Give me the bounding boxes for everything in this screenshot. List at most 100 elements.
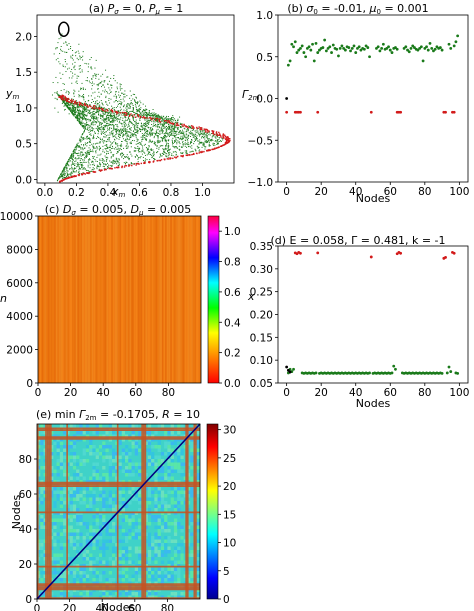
- attractor-point: [173, 128, 175, 130]
- attractor-point: [122, 134, 124, 136]
- attractor-point: [185, 152, 187, 154]
- matrix-cell: [128, 546, 132, 550]
- attractor-point: [95, 105, 97, 107]
- attractor-point: [137, 130, 139, 132]
- matrix-cell: [72, 473, 77, 477]
- attractor-point: [90, 66, 92, 68]
- attractor-point: [67, 161, 69, 163]
- attractor-point: [112, 161, 114, 163]
- attractor-point: [109, 112, 111, 114]
- attractor-point: [63, 177, 65, 179]
- matrix-cell: [56, 441, 60, 445]
- attractor-point: [96, 160, 98, 162]
- attractor-point: [133, 135, 135, 137]
- matrix-cell: [59, 592, 64, 596]
- node-column: [161, 216, 164, 383]
- attractor-point: [67, 104, 69, 106]
- attractor-point: [85, 110, 87, 112]
- attractor-point: [134, 100, 136, 102]
- attractor-point: [159, 156, 161, 158]
- attractor-point: [129, 118, 131, 120]
- attractor-point: [130, 114, 132, 116]
- attractor-point: [129, 136, 131, 138]
- attractor-point: [66, 97, 68, 99]
- boundary-point: [77, 174, 80, 176]
- attractor-point: [86, 145, 88, 147]
- attractor-point: [62, 100, 64, 102]
- attractor-point: [145, 123, 147, 125]
- data-point: [318, 48, 321, 52]
- attractor-point: [123, 130, 125, 132]
- matrix-cell: [111, 508, 116, 512]
- attractor-point: [203, 133, 205, 135]
- attractor-point: [112, 118, 114, 120]
- attractor-point: [161, 155, 163, 157]
- matrix-cell: [69, 518, 73, 522]
- attractor-point: [97, 117, 99, 119]
- attractor-point: [56, 91, 58, 93]
- data-point: [302, 51, 306, 54]
- attractor-point: [132, 103, 134, 105]
- attractor-point: [184, 136, 186, 138]
- attractor-point: [158, 148, 160, 150]
- attractor-point: [136, 129, 138, 131]
- node-column: [166, 216, 169, 383]
- attractor-point: [164, 139, 166, 141]
- boundary-point: [227, 138, 229, 140]
- attractor-point: [119, 131, 121, 133]
- attractor-point: [107, 104, 109, 106]
- attractor-point: [99, 163, 101, 165]
- matrix-cell: [69, 452, 73, 456]
- attractor-point: [134, 94, 136, 96]
- attractor-point: [135, 121, 137, 123]
- data-point: [297, 48, 301, 52]
- attractor-point: [137, 145, 139, 147]
- attractor-point: [113, 115, 115, 117]
- attractor-point: [135, 102, 137, 104]
- attractor-point: [168, 150, 170, 152]
- attractor-point: [140, 122, 142, 124]
- attractor-point: [148, 149, 150, 151]
- attractor-point: [78, 158, 80, 160]
- attractor-point: [107, 137, 109, 139]
- attractor-point: [66, 164, 68, 166]
- attractor-point: [186, 129, 188, 131]
- attractor-point: [140, 102, 142, 104]
- matrix-cell: [76, 550, 80, 554]
- attractor-point: [89, 128, 91, 130]
- attractor-point: [75, 102, 77, 104]
- matrix-cell: [118, 560, 122, 564]
- attractor-point: [65, 105, 67, 107]
- attractor-point: [91, 130, 93, 132]
- boundary-point: [137, 114, 139, 116]
- attractor-point: [53, 53, 55, 55]
- attractor-point: [86, 128, 88, 130]
- attractor-point: [199, 149, 201, 151]
- matrix-cell: [131, 592, 135, 596]
- attractor-point: [118, 112, 120, 114]
- attractor-point: [81, 165, 83, 167]
- attractor-point: [141, 116, 143, 118]
- attractor-point: [66, 171, 68, 173]
- attractor-point: [82, 172, 84, 174]
- attractor-point: [73, 115, 75, 117]
- attractor-point: [116, 129, 118, 131]
- attractor-point: [83, 130, 85, 132]
- attractor-point: [82, 115, 84, 117]
- boundary-point: [121, 165, 123, 167]
- x-tick-label: 0.8: [163, 187, 180, 199]
- attractor-point: [107, 147, 109, 149]
- attractor-point: [80, 135, 82, 137]
- attractor-point: [95, 111, 97, 113]
- attractor-point: [118, 164, 120, 166]
- attractor-point: [73, 89, 75, 91]
- matrix-cell: [92, 529, 96, 533]
- attractor-point: [110, 114, 112, 116]
- attractor-point: [117, 110, 119, 112]
- matrix-cell: [121, 574, 126, 578]
- attractor-point: [85, 169, 87, 171]
- boundary-point: [61, 180, 63, 182]
- attractor-point: [146, 148, 148, 150]
- y-tick-label: −1.0: [248, 177, 274, 189]
- boundary-point: [226, 142, 229, 144]
